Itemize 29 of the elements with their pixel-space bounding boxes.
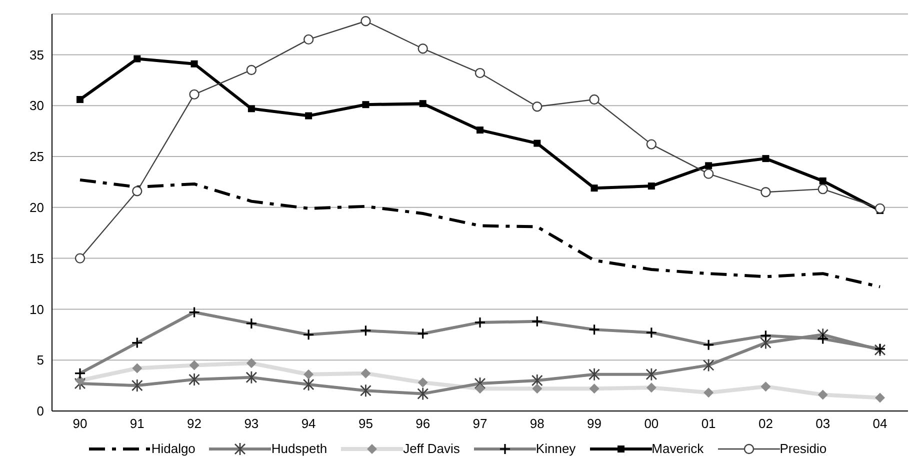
y-tick-label: 5 <box>36 352 44 368</box>
x-tick-label: 97 <box>472 416 488 432</box>
x-tick-label: 04 <box>872 416 888 432</box>
x-tick-label: 01 <box>701 416 716 432</box>
y-tick-label: 0 <box>36 404 44 419</box>
x-tick-label: 90 <box>72 416 88 432</box>
legend-label: Hudspeth <box>271 441 328 456</box>
x-tick-label: 95 <box>358 416 373 432</box>
x-tick-label: 93 <box>244 416 259 432</box>
legend-label: Maverick <box>652 441 704 456</box>
x-tick-label: 91 <box>130 416 144 432</box>
x-tick-label: 92 <box>187 416 202 432</box>
x-tick-label: 00 <box>644 416 659 432</box>
x-tick-label: 03 <box>816 416 830 432</box>
legend-label: Presidio <box>780 441 827 456</box>
y-tick-label: 30 <box>30 98 44 114</box>
x-tick-label: 96 <box>416 416 430 432</box>
y-tick-label: 25 <box>30 149 44 164</box>
y-tick-label: 20 <box>30 200 44 216</box>
x-tick-label: 99 <box>587 416 602 432</box>
legend-label: Jeff Davis <box>403 441 460 456</box>
y-tick-label: 15 <box>30 250 44 266</box>
x-tick-label: 02 <box>758 416 773 432</box>
legend-label: Kinney <box>536 441 576 456</box>
x-tick-label: 94 <box>301 416 316 432</box>
x-tick-label: 98 <box>530 416 544 432</box>
y-tick-label: 35 <box>30 47 44 62</box>
legend-label: Hidalgo <box>151 441 196 456</box>
y-tick-label: 10 <box>30 302 44 317</box>
